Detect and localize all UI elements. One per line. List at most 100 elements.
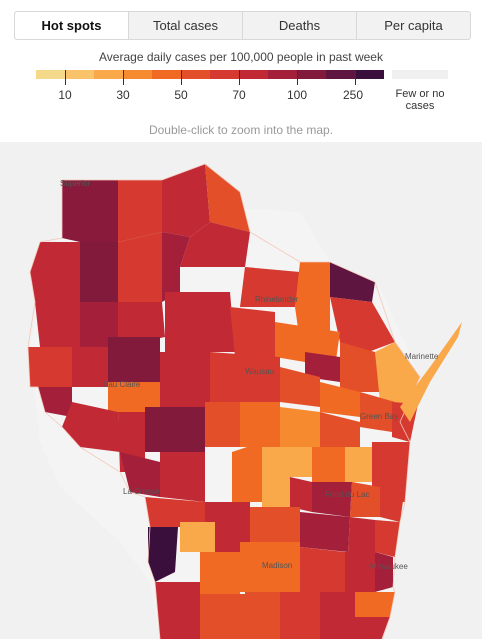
county[interactable]	[305, 352, 340, 382]
zoom-hint: Double-click to zoom into the map.	[148, 123, 334, 137]
legend-tick	[181, 70, 182, 85]
county[interactable]	[148, 527, 178, 582]
county[interactable]	[160, 352, 210, 407]
city-label-la-crosse: La Crosse	[123, 487, 160, 496]
county[interactable]	[345, 447, 372, 482]
county[interactable]	[280, 367, 320, 407]
county[interactable]	[80, 302, 118, 347]
legend-swatch	[181, 70, 210, 79]
legend-swatch	[123, 70, 152, 79]
county[interactable]	[320, 592, 355, 639]
legend-tick-label: 50	[174, 88, 188, 102]
county[interactable]	[300, 512, 350, 552]
county[interactable]	[262, 477, 290, 507]
county[interactable]	[312, 447, 345, 482]
county[interactable]	[330, 297, 395, 357]
county[interactable]	[62, 180, 118, 242]
legend-swatch	[355, 70, 384, 79]
county[interactable]	[240, 402, 280, 447]
county[interactable]	[250, 507, 300, 542]
county[interactable]	[232, 442, 262, 502]
county[interactable]	[180, 522, 215, 552]
county[interactable]	[348, 517, 375, 552]
tab-hot-spots[interactable]: Hot spots	[15, 12, 129, 39]
county[interactable]	[380, 487, 405, 522]
county[interactable]	[245, 592, 280, 639]
county[interactable]	[312, 482, 352, 517]
legend-swatch	[94, 70, 123, 79]
map-svg[interactable]: Superior Rhinelander Marinette Eau Clair…	[0, 142, 482, 640]
legend-color-scale	[36, 70, 384, 79]
legend-swatch	[268, 70, 297, 79]
county[interactable]	[205, 402, 240, 447]
legend-tick	[239, 70, 240, 85]
legend-tick-label: 10	[58, 88, 72, 102]
county[interactable]	[118, 302, 165, 347]
tab-deaths[interactable]: Deaths	[243, 12, 357, 39]
county[interactable]	[330, 262, 375, 302]
city-label-milwaukee: Milwaukee	[370, 562, 408, 571]
county[interactable]	[162, 164, 210, 237]
county[interactable]	[295, 262, 330, 342]
legend-no-cases-label: Few or no cases	[395, 88, 445, 112]
county[interactable]	[72, 347, 108, 387]
county[interactable]	[350, 482, 380, 517]
county[interactable]	[240, 542, 300, 592]
county[interactable]	[80, 242, 118, 302]
county[interactable]	[290, 477, 312, 512]
county[interactable]	[280, 407, 320, 447]
view-tabs: Hot spots Total cases Deaths Per capita	[14, 11, 471, 40]
door-peninsula	[400, 322, 462, 422]
county[interactable]	[205, 164, 250, 232]
county[interactable]	[38, 387, 72, 417]
county[interactable]	[240, 267, 300, 307]
county[interactable]	[230, 307, 275, 357]
county[interactable]	[118, 180, 162, 242]
county[interactable]	[375, 520, 400, 557]
city-label-wausau: Wausau	[245, 367, 274, 376]
county[interactable]	[118, 232, 162, 302]
county[interactable]	[180, 222, 250, 267]
county[interactable]	[262, 447, 312, 477]
county[interactable]	[205, 502, 250, 542]
county[interactable]	[108, 382, 160, 412]
county[interactable]	[145, 407, 205, 452]
county[interactable]	[360, 392, 395, 432]
county[interactable]	[145, 497, 205, 527]
county[interactable]	[375, 552, 393, 592]
county[interactable]	[300, 547, 345, 592]
county[interactable]	[120, 452, 160, 497]
county[interactable]	[320, 382, 360, 417]
wisconsin-map[interactable]: Superior Rhinelander Marinette Eau Clair…	[0, 142, 482, 640]
legend-swatch	[36, 70, 65, 79]
county[interactable]	[155, 582, 200, 639]
county[interactable]	[210, 352, 280, 402]
legend-tick	[297, 70, 298, 85]
tab-per-capita[interactable]: Per capita	[384, 18, 443, 33]
county[interactable]	[35, 302, 80, 347]
county[interactable]	[62, 402, 120, 452]
city-label-madison: Madison	[262, 561, 292, 570]
county[interactable]	[30, 242, 80, 302]
city-labels: Superior Rhinelander Marinette Eau Clair…	[60, 179, 439, 571]
county[interactable]	[165, 292, 235, 352]
county[interactable]	[162, 232, 190, 302]
legend-tick	[355, 70, 356, 85]
legend-swatch	[297, 70, 326, 79]
county[interactable]	[320, 412, 360, 457]
county[interactable]	[200, 594, 245, 639]
tab-total-cases[interactable]: Total cases	[129, 12, 243, 39]
legend-swatch	[239, 70, 268, 79]
city-label-fond-du-lac: Fond du Lac	[325, 490, 369, 499]
legend-tick-label: 250	[342, 88, 364, 102]
county[interactable]	[200, 552, 240, 594]
county[interactable]	[160, 452, 205, 502]
county[interactable]	[108, 337, 160, 382]
county[interactable]	[355, 617, 390, 639]
city-label-green-bay: Green Bay	[360, 412, 398, 421]
county[interactable]	[280, 592, 320, 639]
county[interactable]	[345, 552, 375, 592]
county[interactable]	[340, 342, 380, 392]
county[interactable]	[28, 347, 72, 387]
county[interactable]	[355, 592, 395, 617]
